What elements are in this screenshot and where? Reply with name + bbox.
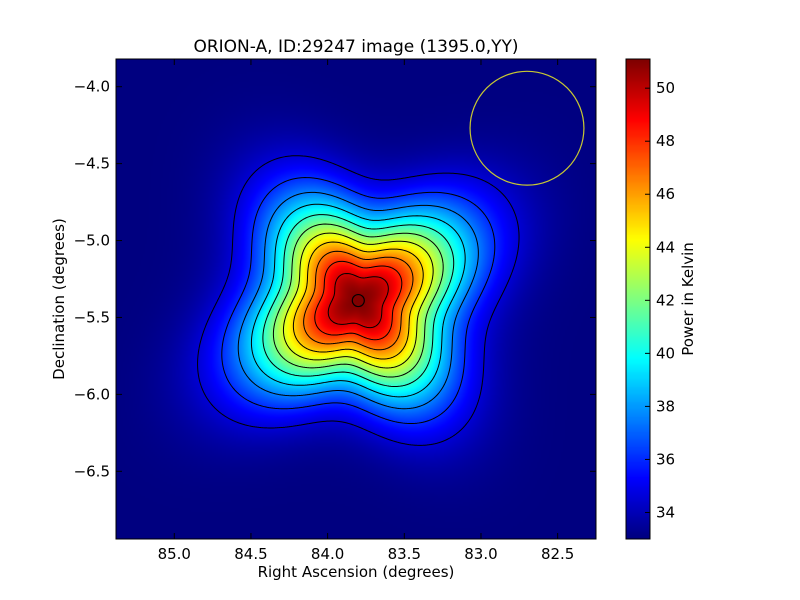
- contour-level-2: [221, 177, 496, 425]
- contour-level-6: [272, 223, 444, 378]
- plot-area: [115, 58, 597, 540]
- colorbar-tick-label: 36: [656, 450, 675, 468]
- colorbar-tick-label: 38: [656, 397, 675, 415]
- colorbar-tick-label: 40: [656, 344, 675, 362]
- y-tick-label: −6.5: [74, 462, 110, 480]
- colorbar-gradient: [626, 59, 650, 539]
- contour-level-8: [292, 241, 424, 360]
- contour-level-5: [262, 214, 455, 387]
- contour-lines: [197, 155, 520, 446]
- contour-level-7: [282, 232, 434, 369]
- center-marker: [351, 293, 365, 308]
- contour-level-3: [237, 191, 479, 410]
- colorbar-tick-label: 48: [656, 132, 675, 150]
- x-axis-label: Right Ascension (degrees): [258, 563, 455, 581]
- x-tick-label: 84.0: [311, 545, 344, 563]
- beam-circle: [469, 70, 585, 186]
- contour-level-4: [250, 203, 466, 398]
- colorbar-tick-label: 44: [656, 238, 675, 256]
- x-tick-label: 85.0: [158, 545, 191, 563]
- x-tick-label: 82.5: [541, 545, 574, 563]
- contour-level-9: [303, 250, 414, 351]
- y-tick-label: −4.0: [74, 78, 110, 96]
- colorbar-tick-label: 50: [656, 79, 675, 97]
- colorbar-label: Power in Kelvin: [679, 242, 697, 356]
- colorbar-ticks: 34 36 38 40 42 44 46 48 50: [645, 79, 675, 521]
- colorbar-tick-label: 42: [656, 291, 675, 309]
- colorbar-frame: [625, 58, 651, 540]
- x-tick-label: 84.5: [234, 545, 267, 563]
- contour-level-10: [314, 260, 403, 341]
- x-tick-label: 83.5: [388, 545, 421, 563]
- plot-frame: [115, 58, 597, 540]
- chart-title: ORION-A, ID:29247 image (1395.0,YY): [193, 37, 518, 57]
- y-axis-label: Declination (degrees): [50, 218, 68, 380]
- y-tick-label: −6.0: [74, 385, 110, 403]
- x-axis-ticks: 85.0 84.5 84.0 83.5 83.0 82.5: [158, 59, 574, 563]
- x-tick-label: 83.0: [464, 545, 497, 563]
- y-tick-label: −4.5: [74, 155, 110, 173]
- heatmap-image: [116, 59, 596, 539]
- y-tick-label: −5.5: [74, 308, 110, 326]
- contour-level-1: [197, 155, 520, 446]
- contour-level-11: [327, 272, 389, 329]
- colorbar-tick-label: 34: [656, 503, 675, 521]
- y-tick-label: −5.0: [74, 232, 110, 250]
- colorbar-tick-label: 46: [656, 185, 675, 203]
- y-axis-ticks: −4.0 −4.5 −5.0 −5.5 −6.0 −6.5: [74, 78, 596, 480]
- colorbar: 34 36 38 40 42 44 46 48 50 Power in Kelvin: [625, 58, 697, 540]
